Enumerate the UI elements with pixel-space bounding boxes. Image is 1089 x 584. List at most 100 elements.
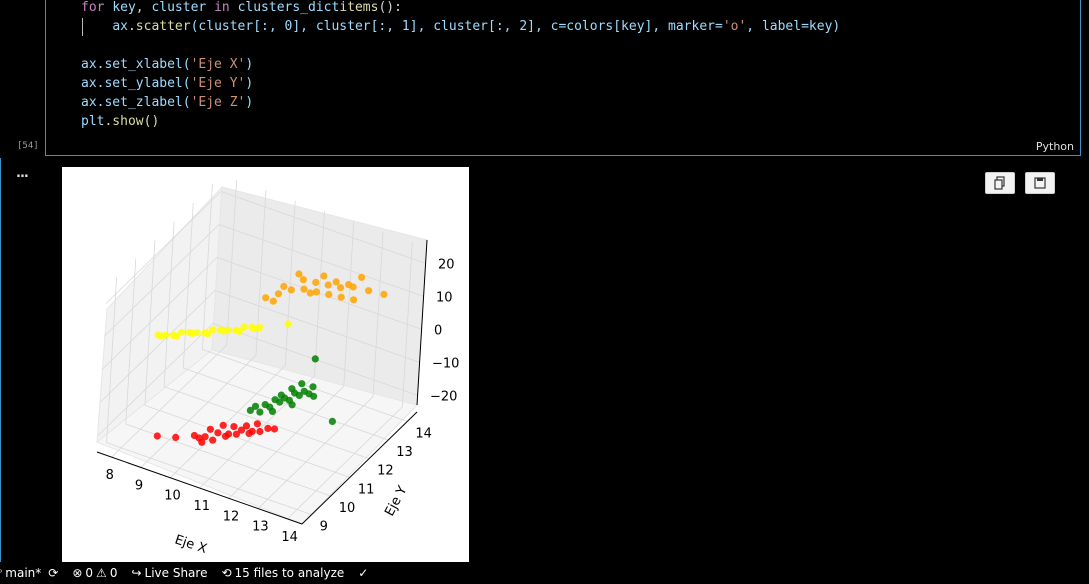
data-point [264, 424, 272, 432]
grid-line [97, 323, 214, 436]
data-point [256, 427, 264, 436]
data-point [214, 429, 222, 437]
check-icon: ✓ [358, 566, 369, 580]
x-tick-label: 13 [252, 520, 269, 535]
data-point [337, 284, 345, 292]
output-more-actions[interactable]: ... [16, 166, 29, 181]
data-point [251, 324, 259, 333]
y-axis-label: Eje Y [382, 484, 410, 519]
grid-line [218, 224, 425, 297]
error-icon: ⊗ [72, 566, 83, 580]
data-point [276, 398, 284, 406]
grid-line [228, 385, 345, 499]
data-point [198, 438, 206, 446]
grid-line [106, 442, 312, 516]
data-point [310, 392, 318, 400]
data-point [245, 429, 253, 438]
x-tick-label: 8 [106, 468, 114, 483]
code-line-3: ax.set_xlabel('Eje X') [81, 57, 254, 72]
x-axis-label: Eje X [173, 533, 209, 557]
data-point [157, 332, 165, 340]
grid-line [287, 406, 403, 520]
status-bar: ᵖ main* ⟳ ⊗ 0 ⚠ 0 ↪ Live Share ⟲ 15 file… [0, 562, 1089, 584]
x-tick-label: 12 [223, 509, 240, 524]
z-tick-label: −20 [430, 390, 457, 405]
plot-output: 8 9 10 11 12 13 14 9 10 11 12 13 14 20 10 0 −10 −20 Eje… [62, 167, 469, 562]
indent-guide [82, 18, 83, 36]
cell-language-label[interactable]: Python [1035, 140, 1074, 153]
warning-icon: ⚠ [96, 566, 107, 580]
data-point [295, 270, 303, 278]
live-share-icon: ↪ [131, 566, 142, 580]
code-line-2: ax.scatter(cluster[:, 0], cluster[:, 1],… [112, 19, 841, 34]
data-point [251, 402, 260, 410]
grid-line [99, 290, 216, 403]
x-tick-label: 9 [135, 478, 143, 493]
data-point [206, 425, 214, 433]
data-point [188, 329, 196, 338]
code-line-4: ax.set_ylabel('Eje Y') [81, 76, 254, 91]
data-point [350, 296, 358, 304]
data-point [337, 293, 345, 301]
data-point [320, 272, 328, 280]
problems-indicator[interactable]: ⊗ 0 ⚠ 0 [72, 566, 118, 580]
data-point [153, 432, 161, 440]
data-point [311, 355, 319, 363]
z-tick-label: 10 [436, 291, 453, 306]
data-point [209, 326, 217, 334]
data-point [312, 288, 320, 296]
code-line-6: plt.show() [81, 114, 160, 129]
data-point [253, 420, 261, 428]
grid-line [103, 224, 220, 337]
x-tick-label: 14 [281, 530, 298, 545]
code-cell[interactable]: for key, cluster in clusters_dictitems()… [45, 0, 1081, 156]
data-point [345, 281, 353, 289]
data-point [332, 278, 340, 286]
data-point [262, 294, 270, 302]
data-point [288, 385, 296, 393]
data-point [284, 320, 292, 328]
z-axis-ticks: 20 10 0 −10 −20 [430, 258, 459, 405]
data-point [209, 436, 217, 444]
grid-line [144, 404, 351, 478]
live-share-button[interactable]: ↪ Live Share [131, 566, 208, 580]
analyze-indicator[interactable]: ⟲ 15 files to analyze [221, 566, 345, 580]
save-output-button[interactable] [1025, 172, 1055, 194]
y-tick-label: 10 [339, 501, 356, 516]
data-point [277, 391, 285, 399]
data-point [270, 425, 279, 433]
grid-line [105, 191, 222, 304]
z-tick-label: 0 [434, 324, 442, 339]
data-point [358, 273, 366, 281]
copy-output-button[interactable] [985, 172, 1015, 194]
data-point [309, 383, 317, 391]
status-check[interactable]: ✓ [358, 566, 368, 580]
x-tick-label: 10 [164, 489, 181, 504]
grid-line [214, 290, 421, 363]
data-point [201, 433, 209, 441]
sync-icon[interactable]: ⟳ [48, 566, 59, 580]
data-point [178, 328, 186, 336]
branch-indicator[interactable]: ᵖ main* ⟳ [0, 566, 59, 580]
data-point [220, 327, 228, 335]
axis-lines [96, 239, 428, 525]
data-point [269, 297, 277, 305]
data-point [242, 422, 251, 430]
data-point [219, 421, 227, 429]
data-point [235, 327, 243, 335]
data-point [204, 330, 212, 338]
grid-line [257, 396, 374, 509]
grid-line [183, 367, 389, 441]
code-editor[interactable]: for key, cluster in clusters_dictitems()… [81, 0, 840, 131]
z-tick-label: −10 [432, 357, 459, 372]
grid-line [101, 257, 218, 370]
data-point [324, 281, 332, 289]
data-point [172, 433, 180, 441]
grid-line [169, 365, 286, 479]
y-tick-label: 12 [377, 464, 394, 479]
x-tick-label: 11 [194, 499, 211, 514]
grid-line [140, 355, 257, 468]
data-point [173, 332, 181, 340]
grid-line [163, 386, 370, 460]
